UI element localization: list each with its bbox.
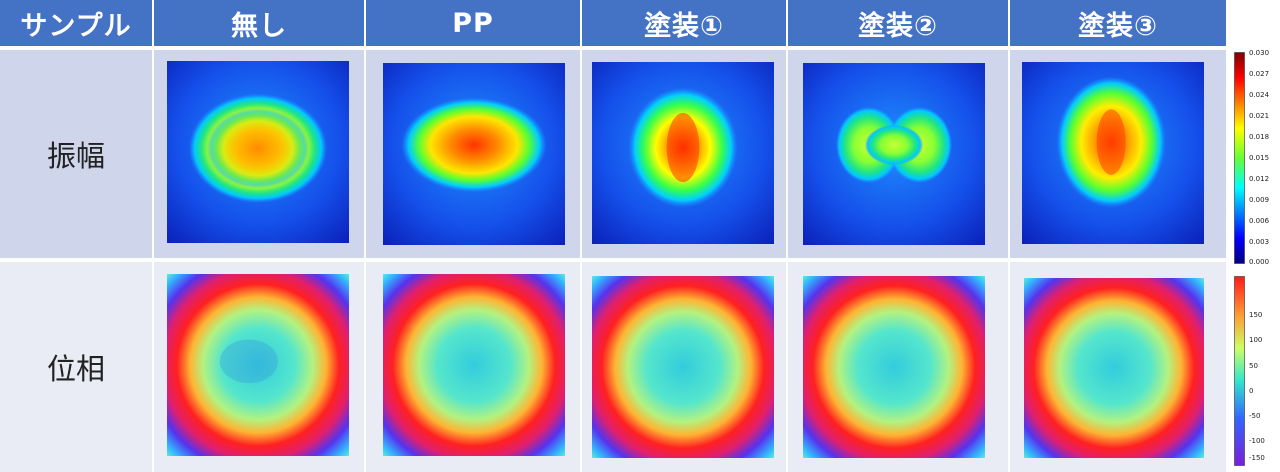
row-label-phase: 位相 <box>0 262 152 472</box>
amplitude-cell-pp <box>366 50 580 258</box>
phase-tick: -100 <box>1249 437 1265 445</box>
phase-map-coating-3 <box>1024 278 1204 458</box>
phase-tick: 50 <box>1249 362 1258 370</box>
header-sample: サンプル <box>0 0 152 46</box>
amplitude-map-pp <box>383 63 565 245</box>
phase-tick: 0 <box>1249 387 1253 395</box>
phase-cell-coating-2 <box>788 262 1008 472</box>
phase-tick: -150 <box>1249 454 1265 462</box>
amplitude-tick: 0.006 <box>1249 217 1269 225</box>
amplitude-tick: 0.021 <box>1249 112 1269 120</box>
phase-colorbar: 150 100 50 0 -50 -100 -150 <box>1234 276 1280 468</box>
amplitude-tick: 0.012 <box>1249 175 1269 183</box>
amplitude-tick: 0.003 <box>1249 238 1269 246</box>
phase-map-coating-1 <box>592 276 774 458</box>
amplitude-map-coating-1 <box>592 62 774 244</box>
header-coating-1: 塗装① <box>582 0 786 46</box>
phase-cell-none <box>154 262 364 472</box>
amplitude-cell-coating-1 <box>582 50 786 258</box>
phase-cell-pp <box>366 262 580 472</box>
phase-map-none <box>167 274 349 456</box>
amplitude-tick: 0.027 <box>1249 70 1269 78</box>
amplitude-tick: 0.024 <box>1249 91 1269 99</box>
amplitude-cell-none <box>154 50 364 258</box>
header-coating-3: 塗装③ <box>1010 0 1226 46</box>
phase-map-coating-2 <box>803 276 985 458</box>
phase-map-pp <box>383 274 565 456</box>
phase-cell-coating-3 <box>1010 262 1226 472</box>
amplitude-map-none <box>167 61 349 243</box>
amplitude-cell-coating-3 <box>1010 50 1226 258</box>
amplitude-tick: 0.009 <box>1249 196 1269 204</box>
phase-tick: -50 <box>1249 412 1260 420</box>
amplitude-colorbar: 0.030 0.027 0.024 0.021 0.018 0.015 0.01… <box>1234 52 1280 266</box>
phase-tick: 150 <box>1249 311 1262 319</box>
amplitude-map-coating-3 <box>1022 62 1204 244</box>
amplitude-cell-coating-2 <box>788 50 1008 258</box>
amplitude-tick: 0.018 <box>1249 133 1269 141</box>
amplitude-tick: 0.015 <box>1249 154 1269 162</box>
amplitude-tick: 0.000 <box>1249 258 1269 266</box>
header-pp: PP <box>366 0 580 46</box>
header-coating-2: 塗装② <box>788 0 1008 46</box>
amplitude-map-coating-2 <box>803 63 985 245</box>
header-none: 無し <box>154 0 364 46</box>
phase-tick: 100 <box>1249 336 1262 344</box>
row-label-amplitude: 振幅 <box>0 50 152 258</box>
amplitude-tick: 0.030 <box>1249 49 1269 57</box>
phase-cell-coating-1 <box>582 262 786 472</box>
